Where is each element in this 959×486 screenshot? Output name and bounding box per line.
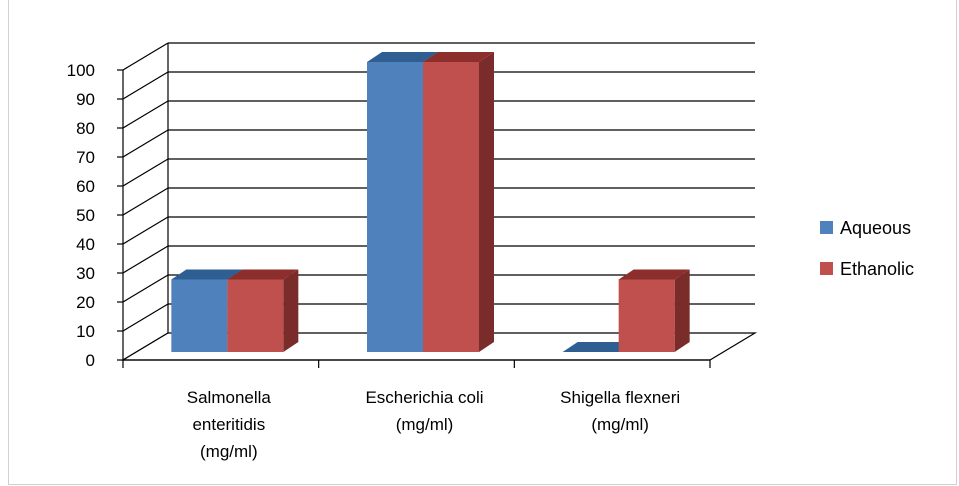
bar-top	[171, 269, 243, 280]
y-tick-label: 10	[76, 322, 95, 341]
y-tick-label: 50	[76, 206, 95, 225]
x-tick-label: Escherichia coli	[365, 388, 483, 407]
y-tick-label: 70	[76, 148, 95, 167]
bar-side	[283, 269, 299, 352]
gridline-side	[122, 303, 169, 332]
gridline-side	[122, 100, 169, 129]
gridline-side	[122, 274, 169, 303]
y-tick-label: 20	[76, 293, 95, 312]
gridline-side	[122, 158, 169, 187]
bar-top	[367, 52, 438, 62]
bar	[367, 62, 423, 352]
gridline-side	[122, 245, 169, 274]
y-tick-label: 100	[67, 61, 95, 80]
y-tick-label: 40	[76, 235, 95, 254]
bar	[171, 279, 228, 352]
bar-top	[423, 52, 494, 62]
gridline-side	[122, 187, 169, 216]
gridline-side	[122, 129, 169, 158]
bar-top	[227, 269, 299, 280]
bar-top	[618, 269, 690, 280]
y-tick-label: 80	[76, 119, 95, 138]
bar	[423, 62, 479, 352]
bar	[227, 279, 284, 352]
legend-label: Aqueous	[840, 218, 911, 238]
gridline-side	[122, 42, 169, 71]
legend-swatch	[820, 221, 833, 234]
gridline-side	[122, 216, 169, 245]
x-tick-label: (mg/ml)	[200, 442, 258, 461]
y-tick-label: 60	[76, 177, 95, 196]
y-tick-label: 0	[86, 351, 95, 370]
x-tick-label: (mg/ml)	[591, 415, 649, 434]
y-tick-label: 30	[76, 264, 95, 283]
bar-zero	[562, 342, 634, 352]
x-tick-label: (mg/ml)	[396, 415, 454, 434]
bar	[618, 279, 675, 352]
x-tick-label: enteritidis	[192, 415, 265, 434]
legend-swatch	[820, 262, 833, 275]
y-tick-label: 90	[76, 90, 95, 109]
bar-side	[479, 52, 494, 352]
x-tick-label: Shigella flexneri	[560, 388, 680, 407]
bar-side	[674, 269, 690, 352]
x-tick-label: Salmonella	[187, 388, 272, 407]
chart-frame	[8, 0, 957, 485]
gridline-side	[122, 71, 169, 100]
legend-label: Ethanolic	[840, 259, 914, 279]
